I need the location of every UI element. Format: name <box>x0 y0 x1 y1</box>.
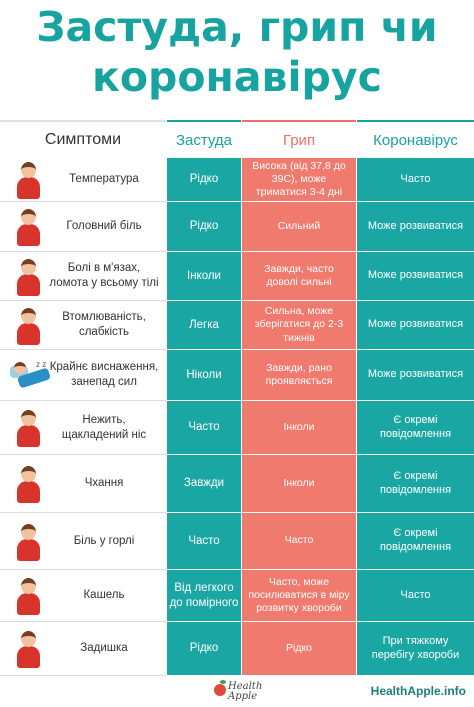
apple-icon <box>214 684 226 696</box>
health-apple-logo: Health Apple <box>214 678 262 706</box>
flu-cell: Рідко <box>242 622 356 676</box>
flu-cell: Сильний <box>242 202 356 252</box>
person-sleeping-icon: z z <box>10 360 52 389</box>
cold-cell: Рідко <box>167 622 241 676</box>
symptom-label: Задишка <box>80 642 128 655</box>
person-sneezing-icon <box>14 464 42 504</box>
leaf-icon <box>220 680 226 684</box>
covid-cell: Часто <box>357 158 474 202</box>
footer-site-link[interactable]: HealthApple.info <box>370 684 466 698</box>
table-row: Кашель Від легкого до помірного Часто, мож… <box>0 570 474 622</box>
table-row: Головний біль Рідко Сильний Може розвиватис… <box>0 202 474 252</box>
table-row: Нежить, щакладений ніс Часто Інколи Є окрем… <box>0 401 474 455</box>
page-title-line-1: Застуда, грип чи <box>36 3 438 51</box>
covid-cell: Є окремі повідомлення <box>357 513 474 570</box>
symptom-label: Кашель <box>83 589 125 602</box>
logo-text: Health Apple <box>228 681 263 702</box>
flu-cell: Завжди, часто доволі сильні <box>242 252 356 301</box>
covid-cell: Є окремі повідомлення <box>357 401 474 455</box>
person-tired-icon <box>14 306 42 346</box>
cold-cell: Від легкого до помірного <box>167 570 241 622</box>
flu-cell: Інколи <box>242 455 356 513</box>
flu-cell: Висока (від 37,8 до 39С), може триматися… <box>242 158 356 202</box>
covid-cell: Часто <box>357 570 474 622</box>
symptom-label: Біль у горлі <box>73 534 135 547</box>
table-header-row: Симптоми Застуда Грип Коронавірус <box>0 120 474 158</box>
person-thermometer-icon <box>14 160 42 200</box>
covid-cell: При тяжкому перебігу хвороби <box>357 622 474 676</box>
symptom-cell: Нежить, щакладений ніс <box>0 401 166 455</box>
flu-cell: Завжди, рано проявляється <box>242 350 356 401</box>
covid-cell: Є окремі повідомлення <box>357 455 474 513</box>
symptom-label: Нежить, щакладений ніс <box>61 413 147 441</box>
symptom-cell: Задишка <box>0 622 166 676</box>
symptom-label: Температура <box>69 173 139 186</box>
table-row: Задишка Рідко Рідко При тяжкому перебігу хв… <box>0 622 474 676</box>
symptom-cell: Чхання <box>0 455 166 513</box>
cold-cell: Легка <box>167 301 241 350</box>
covid-cell: Може розвиватися <box>357 202 474 252</box>
cold-cell: Завжди <box>167 455 241 513</box>
person-sore-throat-icon <box>14 522 42 562</box>
person-headache-icon <box>14 207 42 247</box>
flu-cell: Інколи <box>242 401 356 455</box>
header-covid: Коронавірус <box>357 120 474 158</box>
symptom-label: Крайнє виснаження, занепад сил <box>49 361 159 388</box>
symptom-cell: Біль у горлі <box>0 513 166 570</box>
cold-cell: Рідко <box>167 202 241 252</box>
table-row: z z Крайнє виснаження, занепад сил Ніколи З… <box>0 350 474 401</box>
person-body-ache-icon <box>14 257 42 297</box>
flu-cell: Сильна, може зберігатися до 2-3 тижнів <box>242 301 356 350</box>
symptom-cell: z z Крайнє виснаження, занепад сил <box>0 350 166 401</box>
symptom-cell: Головний біль <box>0 202 166 252</box>
covid-cell: Може розвиватися <box>357 350 474 401</box>
symptom-cell: Кашель <box>0 570 166 622</box>
header-cold: Застуда <box>167 120 241 158</box>
header-symptoms: Симптоми <box>0 120 166 158</box>
cold-cell: Ніколи <box>167 350 241 401</box>
page-title-line-2: коронавірус <box>92 53 382 101</box>
person-shortness-breath-icon <box>14 629 42 669</box>
flu-cell: Часто <box>242 513 356 570</box>
symptom-label: Головний біль <box>66 220 142 233</box>
covid-cell: Може розвиватися <box>357 301 474 350</box>
cold-cell: Часто <box>167 401 241 455</box>
table-row: Болі в м'язах, ломота у всьому тілі Інкол… <box>0 252 474 301</box>
symptom-cell: Температура <box>0 158 166 202</box>
cold-cell: Часто <box>167 513 241 570</box>
header-flu: Грип <box>242 120 356 158</box>
table-row: Чхання Завжди Інколи Є окремі повідомлення <box>0 455 474 513</box>
table-row: Біль у горлі Часто Часто Є окремі повідомле… <box>0 513 474 570</box>
table-row: Температура Рідко Висока (від 37,8 до 39С)… <box>0 158 474 202</box>
flu-cell: Часто, може посилюватися в міру розвитку… <box>242 570 356 622</box>
symptom-cell: Втомлюваність, слабкість <box>0 301 166 350</box>
symptom-label: Чхання <box>84 477 124 490</box>
symptom-label: Втомлюваність, слабкість <box>62 311 146 338</box>
symptom-label: Болі в м'язах, ломота у всьому тілі <box>49 262 159 289</box>
person-cough-icon <box>14 576 42 616</box>
table-row: Втомлюваність, слабкість Легка Сильна, мож… <box>0 301 474 350</box>
cold-cell: Інколи <box>167 252 241 301</box>
covid-cell: Може розвиватися <box>357 252 474 301</box>
cold-cell: Рідко <box>167 158 241 202</box>
symptom-cell: Болі в м'язах, ломота у всьому тілі <box>0 252 166 301</box>
person-runny-nose-icon <box>14 408 42 448</box>
